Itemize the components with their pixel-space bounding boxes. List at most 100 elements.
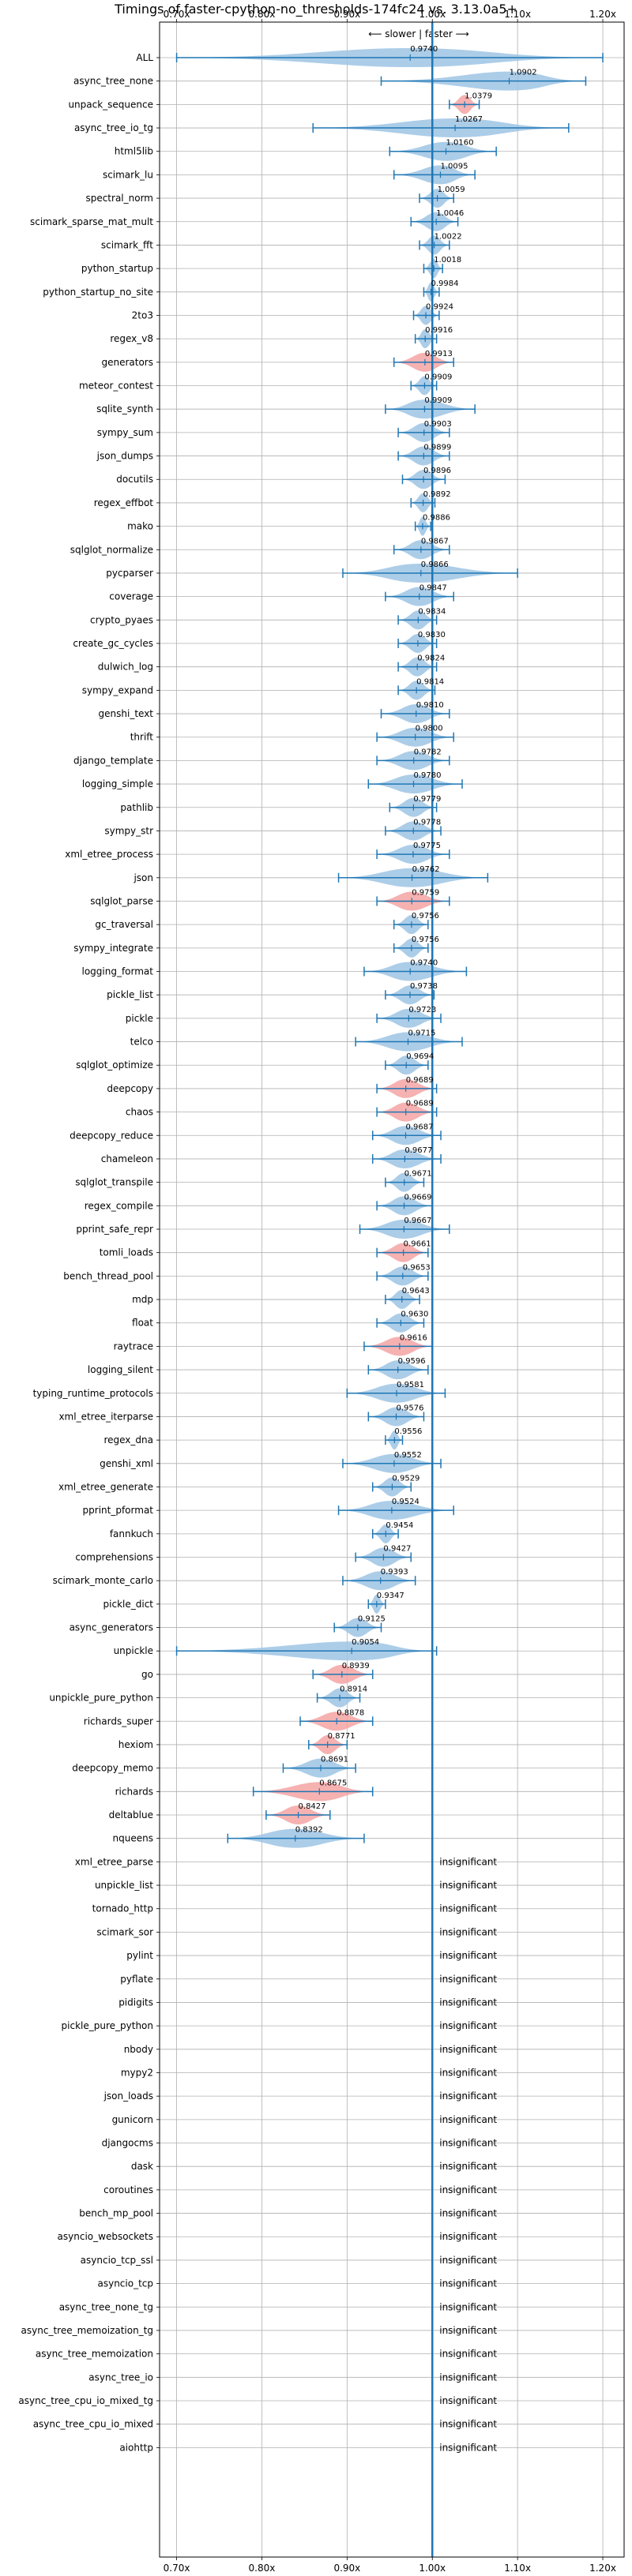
benchmark-label: gc_traversal <box>95 919 153 930</box>
benchmark-label: async_tree_io <box>88 2372 153 2383</box>
data-label: 0.9903 <box>424 420 452 429</box>
benchmark-label: async_tree_cpu_io_mixed_tg <box>18 2395 153 2406</box>
benchmark-label: create_gc_cycles <box>73 638 153 649</box>
benchmark-label: json_loads <box>103 2090 153 2102</box>
data-label: 0.9524 <box>392 1498 419 1506</box>
data-label: 0.9552 <box>394 1451 422 1460</box>
benchmark-label: aiohttp <box>119 2442 153 2453</box>
data-label: 0.9780 <box>414 771 442 780</box>
data-label: 0.9738 <box>410 982 438 991</box>
data-label: 0.9899 <box>423 444 451 452</box>
benchmark-label: scimark_fft <box>101 239 153 250</box>
data-label: 0.9694 <box>406 1052 434 1061</box>
benchmark-label: sqlglot_transpile <box>75 1177 153 1188</box>
data-label: 0.9643 <box>402 1287 430 1295</box>
data-label: 0.9669 <box>404 1193 432 1202</box>
benchmark-label: richards_super <box>84 1715 153 1727</box>
benchmark-label: pickle_dict <box>103 1599 154 1610</box>
insignificant-label: insignificant <box>439 2090 497 2102</box>
benchmark-label: docutils <box>116 474 153 485</box>
data-label: 0.9867 <box>421 537 449 546</box>
insignificant-label: insignificant <box>439 2208 497 2219</box>
benchmark-label: 2to3 <box>132 309 153 321</box>
data-label: 0.9581 <box>397 1381 424 1389</box>
benchmark-label: telco <box>130 1037 153 1048</box>
benchmark-label: scimark_lu <box>103 169 153 180</box>
benchmark-label: async_tree_memoization_tg <box>21 2325 153 2336</box>
data-label: 0.9454 <box>386 1521 413 1530</box>
insignificant-label: insignificant <box>439 1926 497 1937</box>
benchmark-label: coroutines <box>103 2184 153 2195</box>
benchmark-label: xml_etree_iterparse <box>58 1411 153 1422</box>
benchmark-label: xml_etree_process <box>65 849 153 860</box>
data-label: 0.9677 <box>404 1146 432 1155</box>
benchmark-label: logging_silent <box>88 1364 153 1375</box>
insignificant-label: insignificant <box>439 1856 497 1867</box>
data-label: 0.9393 <box>381 1568 408 1577</box>
benchmark-label: crypto_pyaes <box>90 614 153 625</box>
benchmark-label: raytrace <box>114 1340 153 1352</box>
benchmark-label: deepcopy <box>107 1083 153 1094</box>
data-label: 0.9125 <box>358 1615 386 1624</box>
benchmark-label: logging_format <box>81 966 153 977</box>
insignificant-label: insignificant <box>439 2255 497 2266</box>
insignificant-label: insignificant <box>439 1997 497 2008</box>
data-label: 0.9427 <box>383 1545 411 1554</box>
data-label: 0.9909 <box>424 396 452 405</box>
data-label: 0.9529 <box>392 1474 419 1483</box>
benchmark-label: mako <box>127 521 153 532</box>
data-label: 0.9830 <box>418 631 446 639</box>
benchmark-label: deepcopy_memo <box>72 1763 153 1774</box>
benchmark-label: xml_etree_generate <box>58 1481 153 1492</box>
benchmark-label: unpickle <box>114 1645 153 1656</box>
data-label: 1.0046 <box>436 209 464 218</box>
benchmark-label: asyncio_websockets <box>58 2231 153 2242</box>
data-label: 1.0379 <box>465 92 492 100</box>
benchmark-label: regex_effbot <box>94 497 154 508</box>
benchmark-label: deepcopy_reduce <box>70 1130 153 1141</box>
insignificant-label: insignificant <box>439 2020 497 2031</box>
benchmark-label: logging_simple <box>82 778 153 789</box>
insignificant-label: insignificant <box>439 2184 497 2195</box>
benchmark-label: comprehensions <box>75 1552 153 1563</box>
insignificant-label: insignificant <box>439 2395 497 2406</box>
data-label: 0.9810 <box>416 701 444 710</box>
label-layer: ALL async_tree_none unpack_sequence async_t… <box>18 45 536 2453</box>
benchmark-label: async_generators <box>70 1622 153 1633</box>
benchmark-label: spectral_norm <box>85 193 153 204</box>
data-label: 0.9834 <box>418 607 446 616</box>
benchmark-label: float <box>132 1318 153 1329</box>
benchmark-label: coverage <box>109 591 153 602</box>
benchmark-label: pickle_pure_python <box>62 2020 153 2031</box>
data-label: 0.9916 <box>425 326 453 335</box>
data-label: 0.9886 <box>423 514 450 523</box>
benchmark-label: asyncio_tcp <box>97 2278 153 2289</box>
data-label: 0.9759 <box>412 888 439 897</box>
benchmark-label: dulwich_log <box>98 662 153 673</box>
data-label: 0.9814 <box>416 677 444 686</box>
grid-layer: 0.70x 0.70x 0.80x 0.80x 0.90x 0.90x 1.00x 1.00x… <box>156 9 624 2574</box>
benchmark-label: pickle <box>126 1013 153 1024</box>
data-label: 0.9896 <box>423 467 451 475</box>
insignificant-label: insignificant <box>439 1880 497 1891</box>
benchmark-label: fannkuch <box>110 1528 153 1539</box>
data-label: 0.8771 <box>328 1732 356 1741</box>
data-label: 0.9913 <box>425 350 453 358</box>
data-label: 0.9667 <box>404 1217 431 1225</box>
insignificant-label: insignificant <box>439 2067 497 2078</box>
x-tick-label-bottom: 0.70x <box>164 2563 190 2573</box>
data-label: 0.9866 <box>421 561 449 569</box>
insignificant-label: insignificant <box>439 2278 497 2289</box>
benchmark-label: python_startup <box>81 263 153 274</box>
data-label: 0.8675 <box>319 1779 347 1787</box>
data-label: 0.8427 <box>299 1802 326 1811</box>
insignificant-label: insignificant <box>439 2325 497 2336</box>
benchmark-label: sqlglot_normalize <box>70 544 153 555</box>
benchmark-label: scimark_monte_carlo <box>53 1575 153 1586</box>
data-label: 0.9661 <box>404 1240 431 1249</box>
benchmark-label: html5lib <box>115 146 153 157</box>
benchmark-label: go <box>141 1669 153 1680</box>
benchmark-label: django_template <box>73 755 153 766</box>
